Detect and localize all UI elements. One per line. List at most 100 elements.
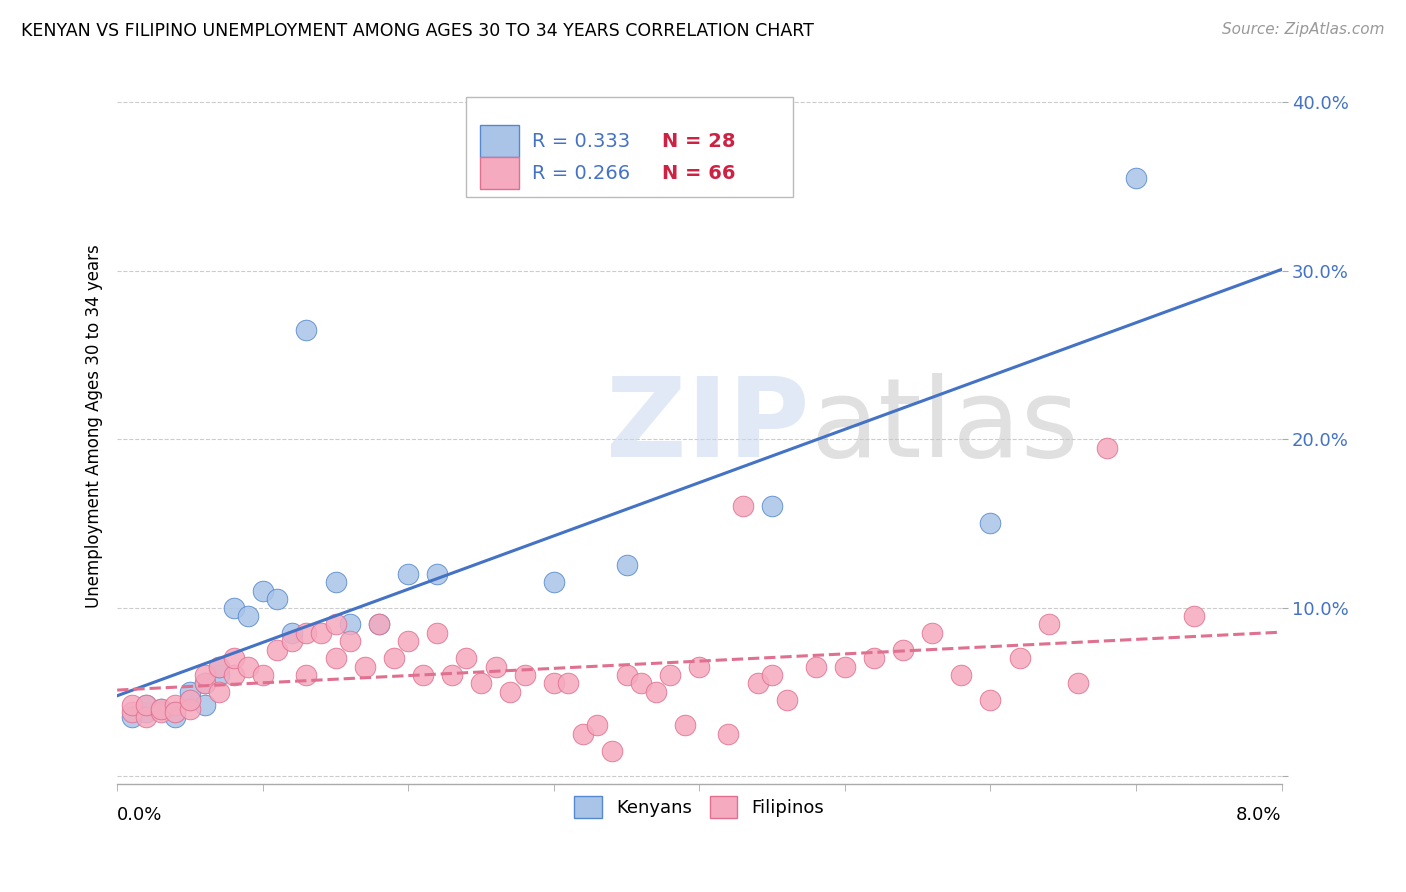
Point [470, 676, 492, 690]
Point [325, 617, 347, 632]
Point [295, 323, 318, 337]
Point [731, 500, 754, 514]
Point [396, 634, 419, 648]
Point [644, 685, 666, 699]
Point [208, 659, 231, 673]
Point [353, 659, 375, 673]
Point [688, 659, 710, 673]
Point [659, 668, 682, 682]
Point [121, 705, 143, 719]
Text: KENYAN VS FILIPINO UNEMPLOYMENT AMONG AGES 30 TO 34 YEARS CORRELATION CHART: KENYAN VS FILIPINO UNEMPLOYMENT AMONG AG… [21, 22, 814, 40]
Point [165, 698, 187, 713]
Point [238, 609, 260, 624]
Point [179, 685, 201, 699]
Point [1008, 651, 1031, 665]
Point [179, 693, 201, 707]
Point [121, 710, 143, 724]
Point [135, 710, 157, 724]
Point [193, 676, 215, 690]
Point [121, 698, 143, 713]
Point [179, 693, 201, 707]
Point [891, 642, 914, 657]
Point [325, 575, 347, 590]
Point [543, 676, 565, 690]
Point [1125, 171, 1147, 186]
Point [208, 668, 231, 682]
Point [339, 617, 361, 632]
Point [222, 651, 245, 665]
Point [165, 705, 187, 719]
Point [1067, 676, 1090, 690]
Point [586, 718, 609, 732]
Point [761, 668, 783, 682]
Text: R = 0.266: R = 0.266 [531, 164, 630, 183]
Point [673, 718, 696, 732]
Point [208, 685, 231, 699]
Point [339, 634, 361, 648]
Point [193, 668, 215, 682]
Point [440, 668, 463, 682]
Point [149, 701, 172, 715]
Point [484, 659, 506, 673]
Point [149, 701, 172, 715]
Point [193, 698, 215, 713]
Point [135, 698, 157, 713]
Y-axis label: Unemployment Among Ages 30 to 34 years: Unemployment Among Ages 30 to 34 years [86, 244, 103, 608]
Point [309, 625, 332, 640]
Point [630, 676, 652, 690]
Point [368, 617, 391, 632]
Point [149, 705, 172, 719]
Point [135, 698, 157, 713]
Point [382, 651, 405, 665]
Point [193, 676, 215, 690]
Point [761, 500, 783, 514]
Point [979, 693, 1001, 707]
Point [921, 625, 943, 640]
Point [1182, 609, 1205, 624]
Point [950, 668, 973, 682]
Point [426, 566, 449, 581]
Point [179, 701, 201, 715]
Point [1038, 617, 1060, 632]
Point [325, 651, 347, 665]
Point [208, 659, 231, 673]
Point [426, 625, 449, 640]
Point [252, 668, 274, 682]
Point [572, 727, 595, 741]
Text: 8.0%: 8.0% [1236, 806, 1281, 824]
Point [252, 583, 274, 598]
Point [412, 668, 434, 682]
Text: N = 66: N = 66 [662, 164, 735, 183]
Point [456, 651, 478, 665]
Point [295, 625, 318, 640]
Point [543, 575, 565, 590]
Point [266, 642, 288, 657]
Point [834, 659, 856, 673]
Point [513, 668, 536, 682]
Point [616, 668, 638, 682]
Text: 0.0%: 0.0% [117, 806, 163, 824]
Point [499, 685, 522, 699]
Point [238, 659, 260, 673]
Point [281, 625, 304, 640]
Point [266, 592, 288, 607]
Point [1095, 441, 1118, 455]
Legend: Kenyans, Filipinos: Kenyans, Filipinos [567, 789, 831, 825]
Point [165, 710, 187, 724]
Point [396, 566, 419, 581]
Point [295, 668, 318, 682]
Point [165, 705, 187, 719]
Point [616, 558, 638, 573]
Point [135, 705, 157, 719]
Point [776, 693, 799, 707]
Point [368, 617, 391, 632]
Point [747, 676, 769, 690]
Point [600, 744, 623, 758]
Point [979, 516, 1001, 531]
Point [717, 727, 740, 741]
Point [222, 600, 245, 615]
Text: R = 0.333: R = 0.333 [531, 132, 630, 151]
Text: atlas: atlas [810, 373, 1078, 480]
Text: Source: ZipAtlas.com: Source: ZipAtlas.com [1222, 22, 1385, 37]
Point [804, 659, 827, 673]
